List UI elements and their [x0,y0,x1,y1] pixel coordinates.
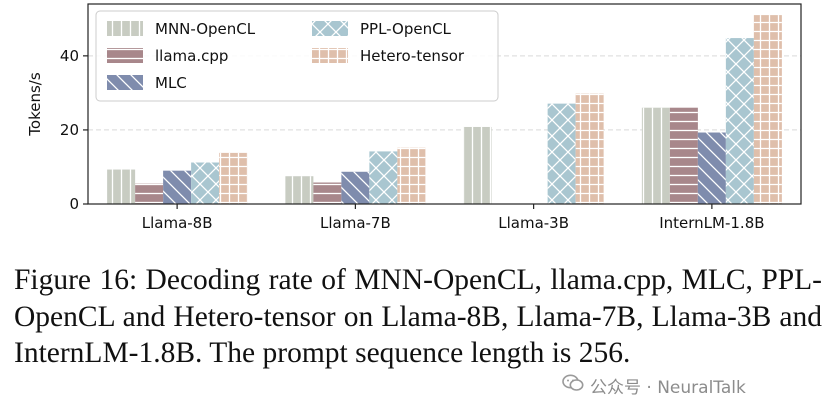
bar-ppl-opencl-llama-3b [547,103,576,204]
x-tick-label-llama-7b: Llama-7B [320,214,391,232]
bar-mnn-opencl-internlm-1-8b-hatch [641,107,670,204]
bar-hetero-tensor-llama-8b [219,152,248,204]
bar-mlc-llama-7b [341,171,370,204]
bar-llama-cpp-llama-7b-hatch [313,182,342,204]
bar-hetero-tensor-internlm-1-8b-hatch [753,15,782,204]
y-tick-label: 0 [69,195,79,213]
bar-mlc-llama-8b [163,170,192,204]
bar-ppl-opencl-internlm-1-8b [725,38,754,205]
x-tick-label-internlm-1-8b: InternLM-1.8B [659,214,764,232]
wechat-icon [562,374,584,397]
bar-mnn-opencl-llama-7b-hatch [285,176,314,204]
y-tick-label: 20 [60,121,79,139]
legend-swatch-hatch [107,48,143,63]
figure-caption: Figure 16: Decoding rate of MNN-OpenCL, … [14,264,822,369]
bar-mlc-internlm-1-8b [697,132,726,204]
bar-ppl-opencl-llama-8b-hatch [191,162,220,204]
legend-item-llama-cpp: llama.cpp [107,47,228,65]
bar-mnn-opencl-llama-3b [463,126,492,204]
legend-label: Hetero-tensor [360,47,465,65]
legend-item-mlc: MLC [107,74,187,92]
legend-item-ppl-opencl: PPL-OpenCL [312,20,452,38]
legend-swatch-hatch [312,21,348,36]
bar-ppl-opencl-llama-7b-hatch [369,151,398,204]
bar-ppl-opencl-llama-3b-hatch [547,103,576,204]
watermark-text: 公众号 · NeuralTalk [590,378,746,398]
bar-hetero-tensor-llama-3b-hatch [575,93,604,204]
legend-label: PPL-OpenCL [360,20,452,38]
legend-item-mnn-opencl: MNN-OpenCL [107,20,256,38]
bar-mnn-opencl-llama-3b-hatch [463,126,492,204]
bar-ppl-opencl-internlm-1-8b-hatch [725,38,754,205]
bar-hetero-tensor-llama-7b-hatch [397,147,426,204]
bar-hetero-tensor-llama-7b [397,147,426,204]
y-axis-label: Tokens/s [26,72,44,137]
legend-swatch-hatch [312,48,348,63]
bar-mnn-opencl-llama-8b [107,169,136,204]
bar-llama-cpp-llama-8b [135,183,164,204]
y-tick-label: 40 [60,47,79,65]
legend-swatch-hatch [107,21,143,36]
x-tick-label-llama-8b: Llama-8B [142,214,213,232]
bar-hetero-tensor-llama-8b-hatch [219,152,248,204]
bar-llama-cpp-llama-7b [313,182,342,204]
x-tick-label-llama-3b: Llama-3B [498,214,569,232]
y-axis-ticks: 0 20 40 [60,47,88,213]
bar-llama-cpp-internlm-1-8b [669,107,698,204]
legend-label: llama.cpp [155,47,228,65]
legend-label: MLC [155,74,187,92]
bar-chart: 0 20 40 Llama-8B Llama-7B Llama-3B InternLM-1… [26,3,802,232]
bar-mlc-llama-7b-hatch [341,171,370,204]
bar-mnn-opencl-llama-7b [285,176,314,204]
legend-swatch-hatch [107,75,143,90]
bar-ppl-opencl-llama-8b [191,162,220,204]
legend-box [95,10,499,102]
legend-item-hetero-tensor: Hetero-tensor [312,47,465,65]
bar-llama-cpp-internlm-1-8b-hatch [669,107,698,204]
bar-ppl-opencl-llama-7b [369,151,398,204]
legend: MNN-OpenCL llama.cpp MLC PPL-OpenCL Hetero-t… [95,10,499,102]
bar-mlc-internlm-1-8b-hatch [697,132,726,204]
bar-llama-cpp-llama-8b-hatch [135,183,164,204]
bars [107,15,782,205]
bar-mlc-llama-8b-hatch [163,170,192,204]
bar-hetero-tensor-internlm-1-8b [753,15,782,204]
axes-frame [87,3,802,205]
bar-mnn-opencl-llama-8b-hatch [107,169,136,204]
bar-hetero-tensor-llama-3b [575,93,604,204]
watermark: 公众号 · NeuralTalk [560,372,750,399]
x-axis-ticks: Llama-8B Llama-7B Llama-3B InternLM-1.8B [142,204,765,232]
bar-mnn-opencl-internlm-1-8b [641,107,670,204]
legend-label: MNN-OpenCL [155,20,256,38]
